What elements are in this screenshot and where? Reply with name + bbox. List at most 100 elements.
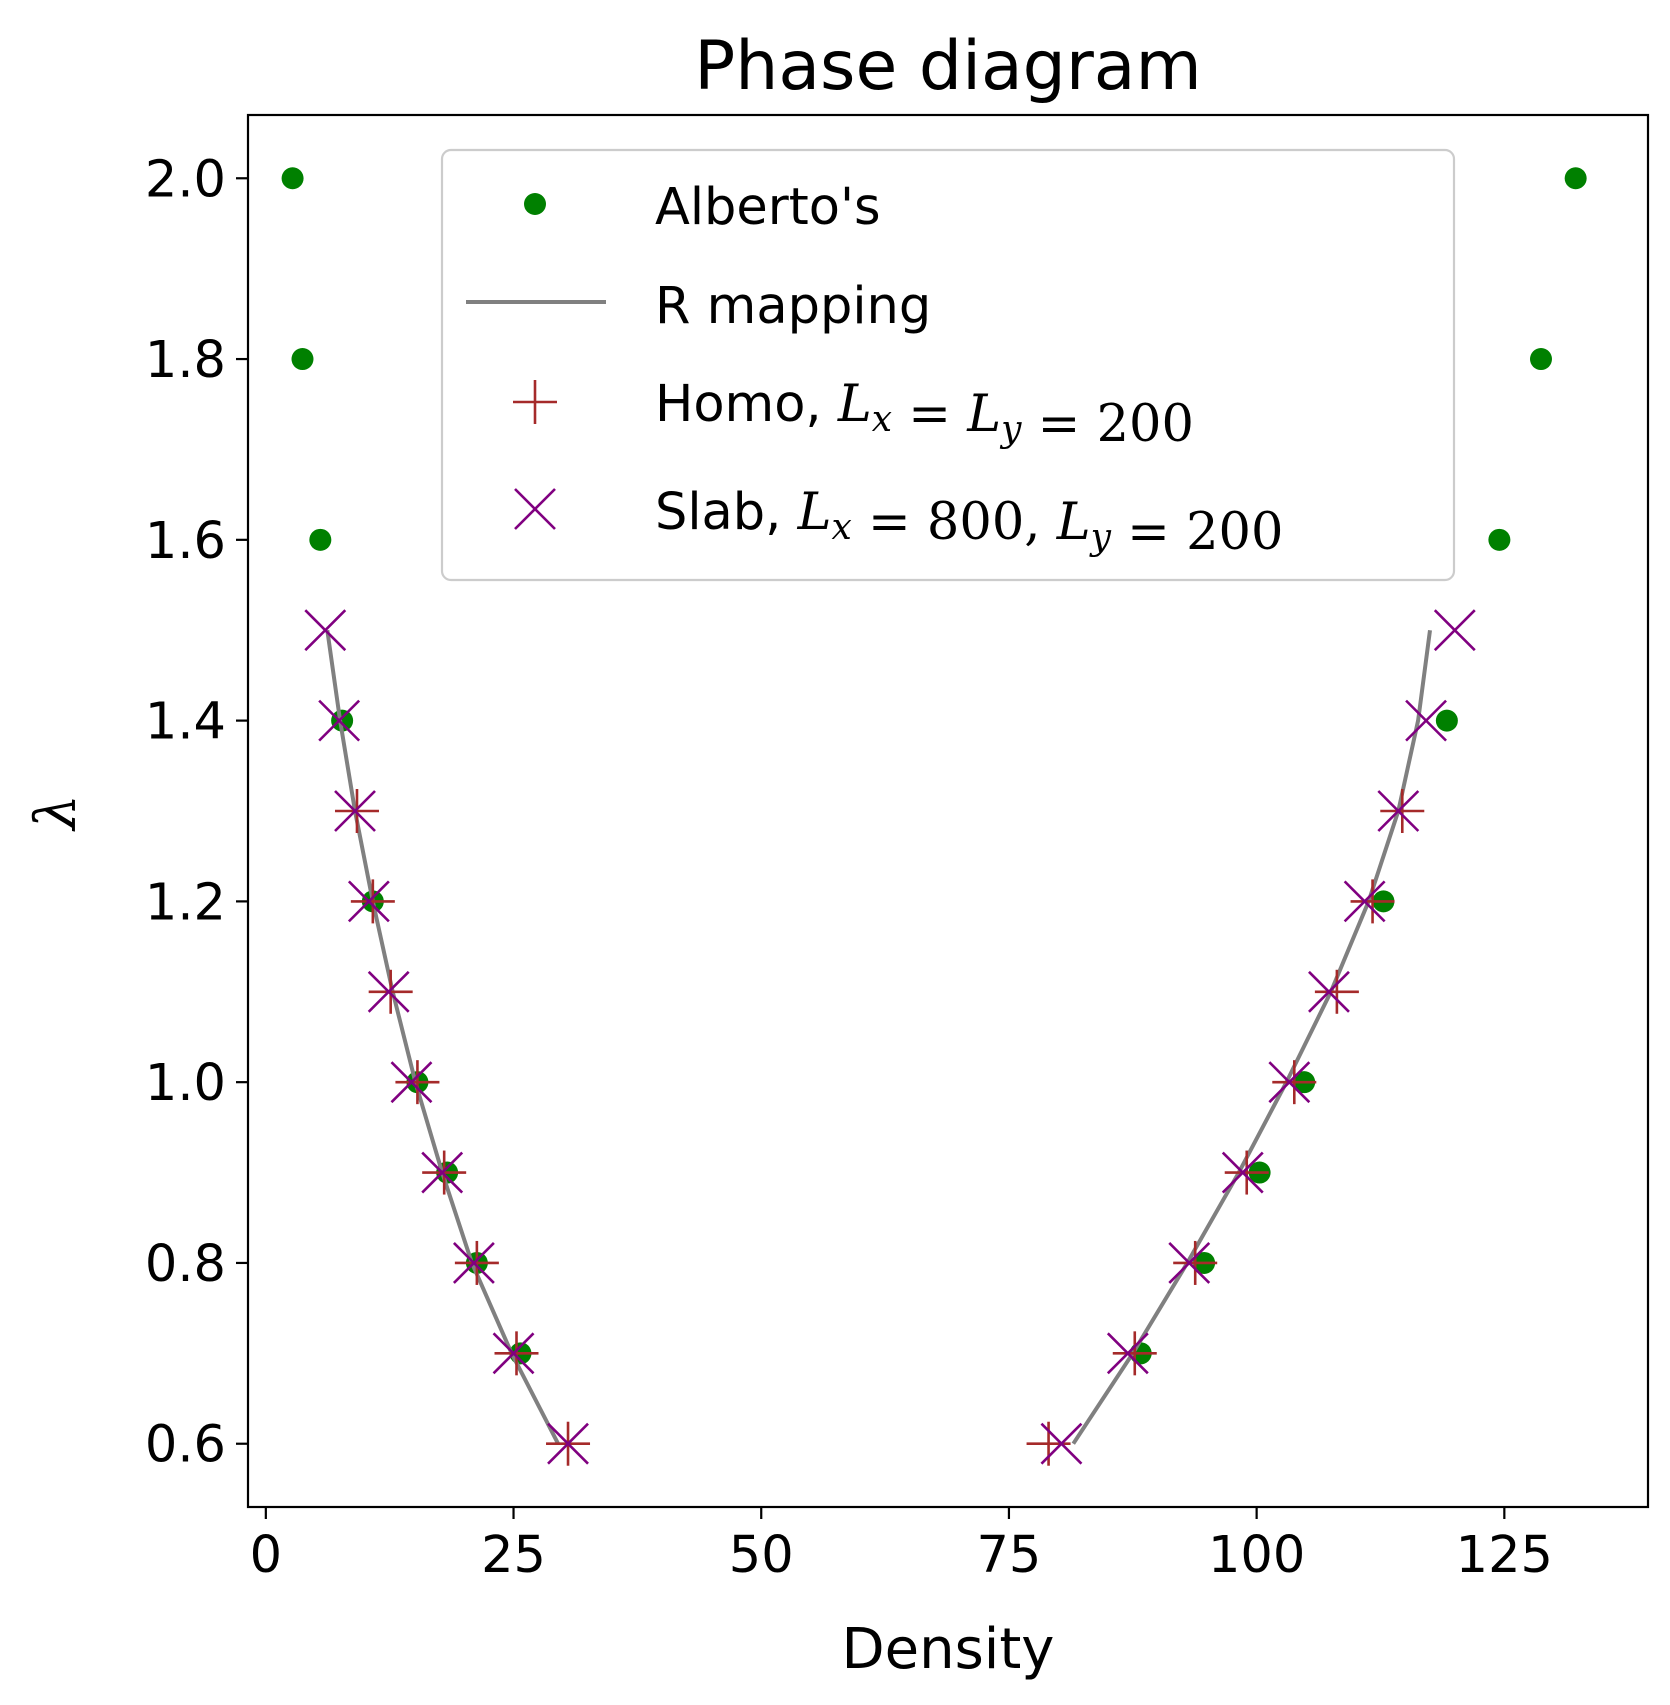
alberto-point bbox=[291, 348, 314, 371]
x-tick-label: 125 bbox=[1456, 1526, 1553, 1585]
y-tick-label: 0.8 bbox=[145, 1235, 226, 1294]
series-r-mapping bbox=[325, 629, 1432, 1445]
slab-point-b bbox=[1308, 970, 1350, 1013]
x-tick-label: 0 bbox=[250, 1526, 282, 1585]
legend: Alberto's R mapping Homo, Lx = Ly = 200 … bbox=[440, 148, 1456, 582]
axis-ticks: 0 25 50 75 100 125 0.6 0.8 1.0 1.2 1.4 1.6 1.8 2.0 bbox=[145, 150, 1553, 1585]
plot-marks bbox=[281, 167, 1587, 1466]
slab-point-b bbox=[547, 1422, 589, 1465]
slab-point bbox=[1405, 699, 1447, 742]
legend-box bbox=[440, 148, 1456, 582]
homo-point bbox=[334, 789, 379, 833]
homo-point bbox=[350, 879, 395, 924]
slab-point-b bbox=[1106, 1332, 1149, 1375]
legend-swatch-alberto bbox=[524, 193, 546, 215]
homo-point bbox=[1272, 1060, 1317, 1105]
alberto-point bbox=[281, 167, 304, 190]
homo-point bbox=[494, 1331, 539, 1376]
x-axis-label: Density bbox=[842, 1617, 1055, 1682]
slab-point bbox=[367, 970, 410, 1013]
legend-label-homo-math: Lx = Ly = 200 bbox=[837, 375, 1194, 454]
alberto-point bbox=[1488, 528, 1511, 551]
y-tick-label: 1.6 bbox=[145, 512, 226, 571]
slab-point-b bbox=[390, 1061, 433, 1104]
y-tick-label: 2.0 bbox=[145, 150, 226, 209]
x-tick-label: 25 bbox=[481, 1526, 546, 1585]
slab-point bbox=[334, 790, 376, 832]
homo-point bbox=[1224, 1150, 1269, 1195]
slab-point-b bbox=[367, 970, 410, 1013]
plot-frame bbox=[246, 113, 1650, 1509]
slab-point bbox=[1040, 1422, 1083, 1465]
homo-point bbox=[1173, 1240, 1218, 1285]
legend-label-slab: Slab, Lx = 800, Ly = 200 bbox=[655, 483, 1283, 562]
y-tick-label: 1.8 bbox=[145, 331, 226, 390]
homo-point bbox=[1026, 1421, 1071, 1466]
homo-point bbox=[395, 1060, 440, 1105]
slab-point-b bbox=[492, 1332, 535, 1375]
alberto-point bbox=[309, 528, 332, 551]
legend-swatch-homo bbox=[513, 380, 557, 424]
legend-label-slab-math: Lx = 800, Ly = 200 bbox=[797, 483, 1284, 562]
legend-label-r-mapping: R mapping bbox=[655, 277, 931, 336]
slab-point-b bbox=[304, 609, 347, 652]
slab-point-b bbox=[1040, 1422, 1083, 1465]
homo-point bbox=[1380, 789, 1425, 833]
legend-swatch-slab bbox=[514, 488, 556, 530]
homo-point bbox=[368, 969, 413, 1014]
slab-point bbox=[492, 1332, 535, 1375]
slab-point-b bbox=[1168, 1242, 1211, 1284]
slab-point bbox=[1308, 970, 1350, 1013]
slab-point-b bbox=[318, 699, 361, 742]
slab-point bbox=[421, 1151, 464, 1194]
r-mapping-line bbox=[325, 629, 560, 1445]
homo-point bbox=[1350, 879, 1395, 924]
series-homo bbox=[334, 789, 1425, 1466]
slab-point-b bbox=[452, 1242, 495, 1284]
alberto-point bbox=[1564, 167, 1587, 190]
homo-point bbox=[1112, 1331, 1157, 1376]
y-tick-label: 1.4 bbox=[145, 693, 226, 752]
x-tick-label: 50 bbox=[729, 1526, 794, 1585]
alberto-point bbox=[1435, 709, 1458, 732]
slab-point bbox=[347, 880, 390, 923]
slab-point bbox=[1221, 1151, 1264, 1194]
slab-point bbox=[1268, 1061, 1311, 1104]
slab-point bbox=[452, 1242, 495, 1284]
homo-point bbox=[454, 1240, 499, 1285]
chart-title: Phase diagram bbox=[694, 27, 1201, 106]
slab-point bbox=[1433, 609, 1476, 652]
r-mapping-line bbox=[1071, 629, 1432, 1445]
slab-point-b bbox=[1433, 609, 1476, 652]
y-tick-label: 0.6 bbox=[145, 1416, 226, 1475]
y-tick-label: 1.2 bbox=[145, 873, 226, 932]
y-tick-label: 1.0 bbox=[145, 1054, 226, 1113]
slab-point-b bbox=[1221, 1151, 1264, 1194]
legend-label-homo-prefix: Homo, bbox=[655, 375, 838, 434]
alberto-point bbox=[1529, 348, 1552, 371]
slab-point bbox=[1377, 790, 1420, 832]
slab-point bbox=[547, 1422, 589, 1465]
y-axis-label: λ bbox=[24, 794, 89, 832]
slab-point-b bbox=[347, 880, 390, 923]
slab-point bbox=[1106, 1332, 1149, 1375]
slab-point-b bbox=[1377, 790, 1420, 832]
homo-point bbox=[422, 1150, 467, 1195]
slab-point-b bbox=[421, 1151, 464, 1194]
slab-point-b bbox=[1405, 699, 1447, 742]
slab-point bbox=[1168, 1242, 1211, 1284]
homo-point bbox=[1314, 969, 1359, 1014]
slab-point bbox=[1343, 880, 1386, 923]
slab-point bbox=[318, 699, 361, 742]
x-tick-label: 75 bbox=[976, 1526, 1041, 1585]
legend-swatches bbox=[466, 193, 606, 530]
slab-point-b bbox=[1268, 1061, 1311, 1104]
slab-point-b bbox=[334, 790, 376, 832]
legend-label-slab-prefix: Slab, bbox=[655, 483, 798, 542]
slab-point-b bbox=[1343, 880, 1386, 923]
legend-swatch-slab-b bbox=[514, 488, 556, 530]
legend-label-homo: Homo, Lx = Ly = 200 bbox=[655, 375, 1194, 454]
x-tick-label: 100 bbox=[1208, 1526, 1305, 1585]
series-slab bbox=[304, 609, 1476, 1465]
